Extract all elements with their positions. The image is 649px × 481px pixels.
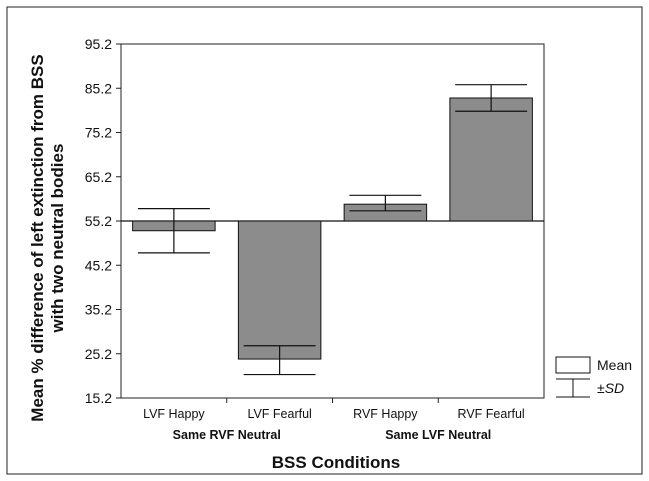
bar-lvf-fearful	[237, 220, 322, 360]
y-tick-label: 65.2	[85, 169, 112, 185]
error-bar-rvf-happy	[349, 194, 422, 212]
x-axis-title: BSS Conditions	[272, 453, 400, 472]
group-label: Same LVF Neutral	[385, 428, 491, 442]
y-axis-title-line1: Mean % difference of left extinction fro…	[28, 54, 47, 421]
outer-frame	[6, 6, 643, 475]
axis-layer: 15.2 25.2 35.2 45.2 55.2 65.2 75.2 85.2 95.2	[85, 36, 545, 406]
labels-layer: LVF Happy LVF Fearful RVF Happy RVF Fearful…	[143, 407, 525, 442]
bar-rvf-fearful	[449, 97, 533, 222]
x-tick-label: RVF Fearful	[458, 407, 525, 421]
error-bar-lvf-fearful	[243, 345, 316, 376]
y-tick-label: 25.2	[85, 346, 112, 362]
y-tick-label: 55.2	[85, 213, 112, 229]
y-tick-label: 45.2	[85, 257, 112, 273]
x-tick-label: LVF Fearful	[247, 407, 311, 421]
group-label: Same RVF Neutral	[173, 428, 281, 442]
legend-mean-label: Mean	[597, 357, 632, 373]
legend-sd-label: ±SD	[597, 380, 624, 396]
error-bars-layer	[137, 84, 528, 376]
error-bar-rvf-fearful	[455, 84, 528, 112]
legend: Mean ±SD	[555, 356, 632, 398]
error-bar-lvf-happy	[137, 208, 210, 254]
legend-sd-swatch	[556, 378, 590, 398]
y-tick-label: 35.2	[85, 302, 112, 318]
x-tick-label: RVF Happy	[353, 407, 418, 421]
y-axis-title-line2: with two neutral bodies	[48, 144, 67, 334]
y-tick-label: 95.2	[85, 36, 112, 52]
y-tick-label: 75.2	[85, 125, 112, 141]
y-tick-label: 85.2	[85, 80, 112, 96]
x-tick-label: LVF Happy	[143, 407, 205, 421]
legend-mean-swatch	[555, 356, 591, 374]
y-tick-label: 15.2	[85, 390, 112, 406]
bars-layer	[132, 97, 533, 360]
